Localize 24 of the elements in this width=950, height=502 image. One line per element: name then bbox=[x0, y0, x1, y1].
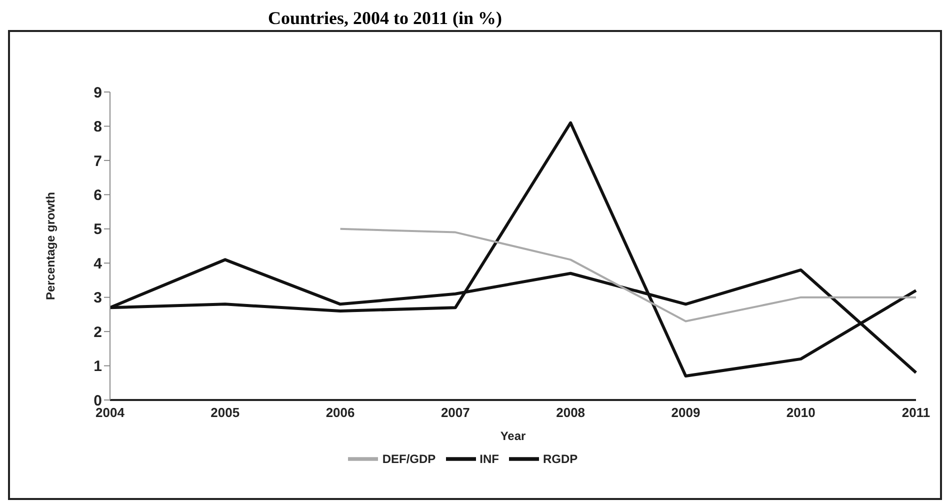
x-tick-label: 2008 bbox=[556, 405, 586, 420]
x-axis-title: Year bbox=[500, 429, 526, 443]
y-tick-label: 1 bbox=[94, 358, 102, 376]
x-tick-label: 2006 bbox=[326, 405, 355, 420]
x-tick-label: 2004 bbox=[96, 405, 126, 420]
x-tick-label: 2009 bbox=[671, 405, 700, 420]
legend-label: INF bbox=[480, 452, 499, 466]
y-tick-label: 9 bbox=[94, 84, 102, 102]
x-tick-label: 2007 bbox=[440, 405, 470, 420]
legend-label: DEF/GDP bbox=[382, 452, 436, 466]
y-tick-label: 6 bbox=[94, 186, 102, 204]
y-axis-title: Percentage growth bbox=[43, 192, 58, 300]
chart-title: Countries, 2004 to 2011 (in %) bbox=[267, 8, 503, 30]
y-tick-label: 3 bbox=[94, 290, 102, 307]
y-tick-label: 5 bbox=[94, 221, 102, 238]
x-tick-label: 2005 bbox=[210, 405, 240, 420]
x-tick-label: 2011 bbox=[902, 405, 930, 420]
x-tick-label: 2010 bbox=[786, 405, 816, 420]
y-tick-label: 8 bbox=[94, 118, 102, 136]
legend-label: RGDP bbox=[543, 452, 578, 466]
y-tick-label: 2 bbox=[94, 324, 102, 341]
y-tick-label: 4 bbox=[94, 255, 103, 272]
y-tick-label: 7 bbox=[94, 152, 102, 170]
line-series bbox=[339, 228, 917, 322]
